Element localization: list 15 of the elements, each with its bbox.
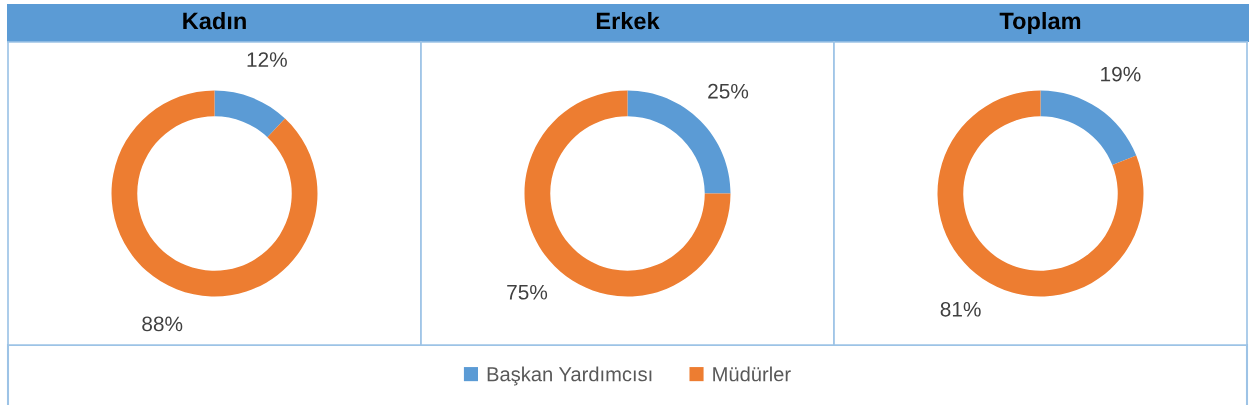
data-label: 25% <box>708 83 749 99</box>
data-label: 12% <box>247 52 287 67</box>
data-label: 75% <box>507 284 548 300</box>
legend-label: Başkan Yardımcısı <box>487 366 652 386</box>
data-label: 81% <box>940 301 981 317</box>
chart-title: Kadın <box>183 12 246 30</box>
donut-slice <box>111 90 318 297</box>
donut-slice <box>937 90 1144 297</box>
donut-slice <box>1040 90 1137 166</box>
chart-title: Toplam <box>999 12 1081 34</box>
data-label: 88% <box>142 316 183 332</box>
legend-label: Müdürler <box>713 366 791 382</box>
chart-title: Erkek <box>596 12 660 30</box>
data-label: 19% <box>1101 66 1141 82</box>
donut-slice <box>214 90 286 138</box>
